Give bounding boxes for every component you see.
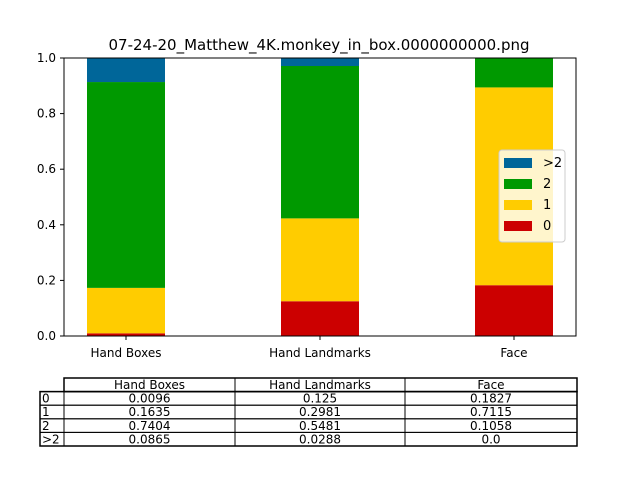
bar-hand-landmarks-series-gt2 — [281, 58, 359, 67]
legend-label-0: 0 — [543, 219, 551, 234]
legend-box — [498, 149, 566, 243]
legend-swatch-1 — [504, 200, 532, 210]
bar-hand-boxes-series-1 — [87, 287, 165, 334]
bar-hand-landmarks-series-1 — [281, 218, 359, 302]
table-cell-value: 0.5481 — [299, 419, 341, 433]
table-cell-value: 0.0288 — [299, 432, 341, 446]
legend-swatch-gt2 — [504, 158, 532, 168]
legend-label-gt2: >2 — [543, 156, 562, 171]
table-row-label-0: 0 — [42, 392, 50, 406]
bar-face-series-2 — [475, 58, 553, 88]
bar-face-series-0 — [475, 285, 553, 336]
table-row-label-2: 2 — [42, 419, 50, 433]
table-cell-value: 0.0 — [481, 432, 500, 446]
bar-hand-boxes-series-2 — [87, 82, 165, 288]
x-tick-label-face: Face — [500, 346, 527, 360]
legend-swatch-0 — [504, 221, 532, 231]
table-cell-value: 0.1635 — [129, 405, 171, 419]
table-row-label-gt2: >2 — [42, 432, 60, 446]
table-column-header-hand-boxes: Hand Boxes — [114, 378, 185, 392]
table-cell-value: 0.0096 — [129, 392, 171, 406]
legend-label-1: 1 — [543, 198, 551, 213]
table-cell-value: 0.125 — [303, 392, 337, 406]
x-tick-label-hand-boxes: Hand Boxes — [91, 346, 162, 360]
chart-title: 07-24-20_Matthew_4K.monkey_in_box.000000… — [109, 36, 530, 55]
table-cell-value: 0.1058 — [470, 419, 512, 433]
table-cell-value: 0.7404 — [129, 419, 171, 433]
bar-hand-boxes-series-gt2 — [87, 58, 165, 83]
x-tick-label-hand-landmarks: Hand Landmarks — [269, 346, 371, 360]
y-tick-label: 1.0 — [37, 51, 56, 65]
y-tick-label: 0.6 — [37, 162, 56, 176]
table-cell-value: 0.7115 — [470, 405, 512, 419]
legend-swatch-2 — [504, 179, 532, 189]
table-column-header-hand-landmarks: Hand Landmarks — [269, 378, 371, 392]
table-column-header-face: Face — [477, 378, 504, 392]
table-row-label-1: 1 — [42, 405, 50, 419]
legend-label-2: 2 — [543, 177, 551, 192]
table-cell-value: 0.0865 — [129, 432, 171, 446]
table-cell-value: 0.1827 — [470, 392, 512, 406]
bar-hand-landmarks-series-2 — [281, 66, 359, 219]
bar-hand-landmarks-series-0 — [281, 301, 359, 336]
y-tick-label: 0.4 — [37, 218, 56, 232]
y-tick-label: 0.2 — [37, 273, 56, 287]
bar-hand-boxes-series-0 — [87, 333, 165, 336]
table-cell-value: 0.2981 — [299, 405, 341, 419]
y-tick-label: 0.8 — [37, 107, 56, 121]
y-tick-label: 0.0 — [37, 329, 56, 343]
table-header-border — [63, 377, 578, 393]
